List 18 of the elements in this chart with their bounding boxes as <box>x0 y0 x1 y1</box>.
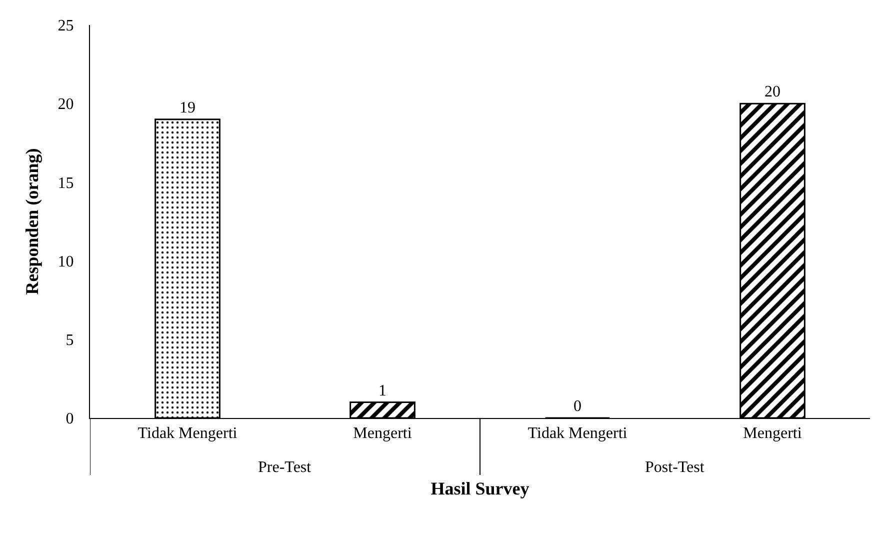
data-label: 0 <box>574 398 582 415</box>
y-tick-label: 10 <box>58 253 74 270</box>
y-tick-label: 0 <box>66 410 74 428</box>
y-axis-title: Responden (orang) <box>22 148 42 295</box>
x-tick-label: Tidak Mengerti <box>138 425 238 442</box>
data-label: 19 <box>180 99 196 116</box>
x-tick-label: Mengerti <box>743 425 802 442</box>
y-tick-label: 25 <box>58 18 74 35</box>
text: Pre-Test <box>258 459 312 476</box>
data-label: 20 <box>764 84 781 101</box>
x-tick-label: Tidak Mengerti <box>528 425 628 442</box>
y-tick-label: 15 <box>58 174 74 192</box>
y-tick-label: 20 <box>58 96 74 114</box>
x-axis-title: Hasil Survey <box>430 478 530 498</box>
text: Post-Test <box>645 459 705 476</box>
x-tick-label: Mengerti <box>353 425 412 442</box>
data-label: 1 <box>378 382 387 400</box>
y-tick-label: 5 <box>66 332 74 349</box>
